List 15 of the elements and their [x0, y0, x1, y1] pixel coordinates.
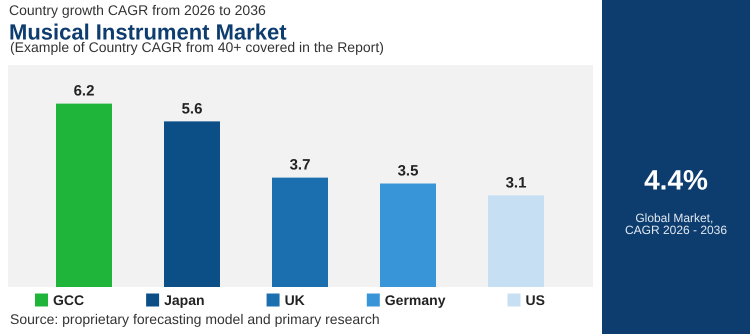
data-label: 6.2	[74, 82, 94, 100]
legend-label: Japan	[164, 292, 205, 308]
data-label: 3.5	[398, 162, 418, 180]
legend-label: UK	[284, 292, 305, 308]
legend-label: GCC	[53, 292, 84, 308]
text: 4.4%	[644, 164, 708, 196]
data-label: 3.1	[506, 174, 526, 192]
legend-label: US	[525, 292, 545, 308]
data-label: 3.7	[290, 156, 310, 174]
chart-subtitle: Country growth CAGR from 2026 to 2036	[9, 2, 266, 18]
text: (Example of Country CAGR from 40+ covered in the Report)	[10, 39, 384, 55]
data-label: 5.6	[182, 100, 202, 118]
source-note: Source: proprietary forecasting model and primary research	[10, 311, 380, 327]
text: Global Market, CAGR 2026 - 2036	[624, 211, 728, 237]
legend-label: Germany	[384, 292, 446, 308]
